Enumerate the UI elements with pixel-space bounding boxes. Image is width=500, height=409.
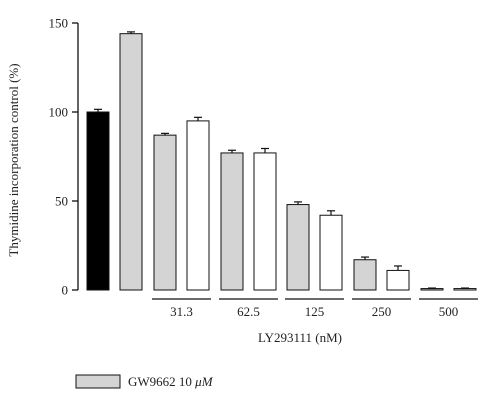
bar-4 [186,120,210,291]
bar-1 [86,111,110,291]
group-label-5: 500 [439,304,459,319]
y-tick-label: 0 [62,283,69,298]
bar-5 [220,152,244,291]
bar-10 [386,269,410,291]
legend-swatch-gray [75,374,121,389]
bar-8 [319,214,343,291]
bar-7 [286,204,310,291]
group-label-2: 62.5 [237,304,260,319]
y-axis-label: Thymidine incorporation control (%) [6,63,21,256]
group-brackets: 31.3 62.5 125 250 500 [152,298,478,319]
y-tick-label: 150 [49,16,69,31]
bars [86,31,477,291]
group-label-1: 31.3 [170,304,193,319]
bar-3 [153,134,177,291]
y-axis: 0 50 100 150 [49,16,79,298]
bar-6 [253,152,277,291]
legend-label-unit: μM [194,374,214,389]
y-tick-label: 50 [55,194,68,209]
legend-label-text: GW9662 10 [128,374,195,389]
group-label-3: 125 [305,304,325,319]
bar-9 [353,259,377,291]
bar-12 [453,288,477,291]
legend: GW9662 10 μM [75,374,214,389]
bar-11 [420,288,444,291]
bar-2 [119,33,143,291]
y-tick-label: 100 [49,105,69,120]
legend-label: GW9662 10 μM [128,374,214,389]
group-label-4: 250 [372,304,392,319]
x-axis-label: LY293111 (nM) [258,330,342,345]
